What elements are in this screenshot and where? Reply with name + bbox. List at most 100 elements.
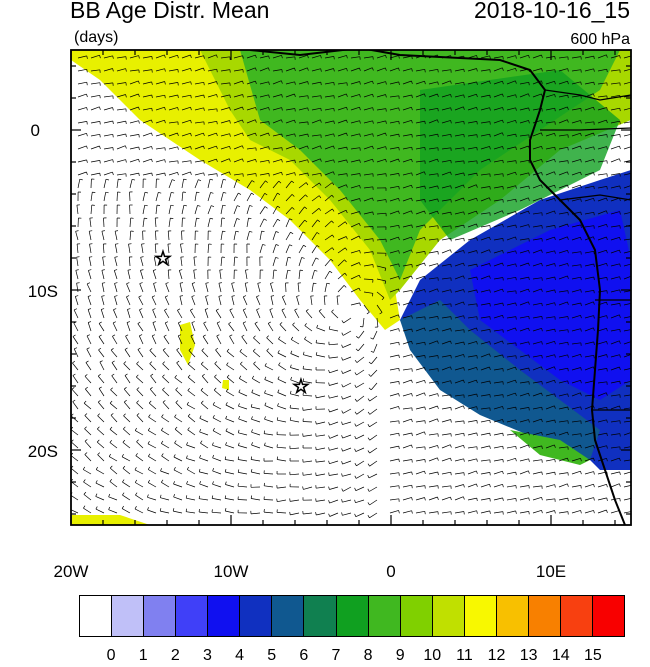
wind-barb bbox=[152, 309, 157, 319]
wind-barb-flag bbox=[567, 250, 569, 254]
wind-barb-flag bbox=[606, 54, 608, 58]
wind-barb bbox=[256, 309, 261, 319]
wind-barb bbox=[90, 192, 93, 202]
wind-barb-flag bbox=[173, 467, 176, 471]
wind-barb bbox=[584, 55, 594, 59]
wind-barb-flag bbox=[358, 223, 361, 227]
wind-barb bbox=[571, 198, 581, 202]
wind-barb bbox=[103, 107, 113, 111]
wind-barb bbox=[329, 434, 339, 439]
wind-barb-flag bbox=[172, 508, 175, 512]
wind-barb-flag bbox=[463, 238, 465, 242]
wind-barb-flag bbox=[580, 289, 582, 293]
wind-barb bbox=[623, 368, 631, 371]
wind-barb bbox=[350, 159, 360, 163]
wind-barb bbox=[597, 249, 607, 254]
wind-barb bbox=[220, 217, 223, 228]
wind-barb bbox=[102, 243, 105, 254]
wind-barb-flag bbox=[450, 94, 452, 98]
wind-barb-flag bbox=[489, 134, 491, 138]
wind-barb-flag bbox=[190, 107, 192, 111]
wind-barb-flag bbox=[212, 402, 215, 405]
wind-barb bbox=[177, 335, 183, 345]
wind-barb bbox=[584, 106, 594, 111]
wind-barb bbox=[467, 341, 477, 345]
wind-barb bbox=[441, 496, 451, 501]
wind-barb bbox=[168, 94, 178, 98]
wind-barb bbox=[135, 455, 144, 462]
wind-barb-flag bbox=[367, 437, 370, 441]
wind-barb bbox=[441, 340, 451, 345]
wind-barb bbox=[233, 231, 237, 241]
wind-barb-flag bbox=[268, 321, 271, 324]
wind-barb bbox=[116, 145, 126, 150]
wind-barb-flag bbox=[593, 132, 595, 136]
wind-barb-flag bbox=[341, 384, 344, 388]
wind-barb bbox=[506, 419, 516, 423]
wind-barb bbox=[290, 353, 300, 358]
wind-barb-flag bbox=[291, 180, 295, 184]
wind-barb-flag bbox=[354, 463, 357, 466]
wind-barb bbox=[571, 328, 581, 332]
wind-barb bbox=[324, 107, 334, 111]
wind-barb bbox=[175, 389, 183, 397]
wind-barb-flag bbox=[606, 471, 608, 475]
wind-barb bbox=[454, 420, 464, 423]
wind-barb-flag bbox=[328, 422, 330, 426]
wind-barb-flag bbox=[580, 315, 582, 319]
wind-barb-flag bbox=[115, 243, 119, 245]
wind-barb bbox=[389, 367, 399, 371]
wind-barb bbox=[363, 120, 373, 124]
wind-barb bbox=[116, 120, 126, 124]
wind-barb bbox=[310, 296, 313, 306]
wind-barb-flag bbox=[489, 80, 491, 84]
colorbar-label: 13 bbox=[519, 647, 538, 664]
wind-barb-flag bbox=[263, 482, 265, 486]
axis-ticks bbox=[70, 50, 631, 525]
wind-barb bbox=[242, 296, 248, 306]
wind-barb-flag bbox=[147, 479, 151, 483]
wind-barb bbox=[290, 393, 300, 397]
wind-barb-flag bbox=[567, 342, 569, 346]
wind-barb-flag bbox=[367, 474, 370, 479]
wind-barb bbox=[259, 244, 263, 254]
wind-barb-flag bbox=[215, 347, 219, 351]
wind-barb bbox=[415, 171, 425, 176]
wind-barb bbox=[584, 146, 594, 150]
wind-barb bbox=[571, 510, 581, 514]
wind-barb bbox=[103, 68, 113, 72]
wind-barb-flag bbox=[554, 472, 556, 476]
wind-barb-flag bbox=[411, 379, 413, 383]
wind-barb bbox=[610, 145, 620, 150]
wind-barb bbox=[362, 317, 365, 327]
wind-barb bbox=[167, 244, 170, 254]
coastline bbox=[249, 50, 626, 525]
wind-barb bbox=[480, 407, 490, 410]
wind-barb-flag bbox=[226, 374, 230, 378]
wind-barb bbox=[167, 230, 170, 241]
wind-barb bbox=[584, 250, 594, 254]
wind-barb bbox=[350, 211, 360, 215]
wind-barb bbox=[584, 444, 594, 449]
wind-barb bbox=[324, 171, 334, 176]
wind-barb bbox=[610, 340, 620, 345]
wind-barb-flag bbox=[228, 321, 232, 325]
wind-barb bbox=[623, 394, 631, 397]
wind-barb-flag bbox=[554, 276, 556, 281]
wind-barb bbox=[597, 354, 607, 358]
wind-barb bbox=[74, 296, 79, 306]
wind-barb-flag bbox=[411, 510, 413, 514]
wind-barb bbox=[142, 205, 146, 215]
wind-barb bbox=[441, 94, 451, 98]
wind-barb-flag bbox=[277, 218, 281, 222]
wind-barb bbox=[467, 446, 477, 449]
wind-barb bbox=[160, 497, 170, 501]
wind-barb-flag bbox=[567, 368, 569, 372]
wind-barb-flag bbox=[554, 354, 556, 358]
wind-barb-flag bbox=[437, 69, 439, 73]
wind-barb-flag bbox=[366, 311, 370, 315]
wind-barb bbox=[623, 95, 631, 98]
wind-barb bbox=[467, 355, 477, 358]
wind-barb-flag bbox=[320, 173, 322, 177]
wind-barb bbox=[233, 69, 243, 72]
